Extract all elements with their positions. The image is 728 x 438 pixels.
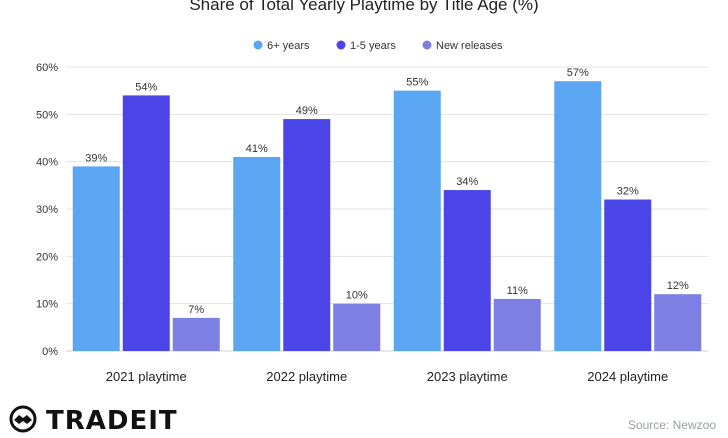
bar-new-releases: [654, 294, 702, 351]
bar-new-releases: [493, 298, 541, 351]
source-note: Source: Newzoo: [627, 418, 716, 432]
data-label: 7%: [188, 304, 204, 316]
bar-6-years: [554, 81, 602, 351]
bar-1-5-years: [604, 199, 652, 351]
gridlines: [66, 66, 708, 352]
data-label: 34%: [456, 176, 478, 188]
bar-new-releases: [333, 303, 381, 351]
bar-new-releases: [172, 317, 220, 351]
data-label: 57%: [567, 67, 589, 79]
y-tick-label: 40%: [36, 157, 58, 169]
y-axis: 0% 10% 20% 30% 40% 50% 60%: [36, 62, 58, 358]
y-tick-label: 60%: [36, 62, 58, 74]
chart-title: Share of Total Yearly Playtime by Title …: [189, 0, 538, 14]
data-label: 39%: [85, 152, 107, 164]
data-label: 49%: [296, 105, 318, 117]
y-tick-label: 0%: [42, 346, 58, 358]
legend-label: 6+ years: [267, 40, 310, 52]
legend-marker: [253, 40, 263, 50]
data-label: 11%: [507, 285, 528, 297]
legend-marker: [336, 40, 346, 50]
bar-1-5-years: [283, 119, 331, 351]
x-tick-label: 2022 playtime: [266, 369, 347, 384]
data-label: 10%: [346, 290, 368, 302]
handshake-icon: [6, 405, 40, 438]
bar-6-years: [72, 166, 120, 351]
y-tick-label: 20%: [36, 251, 58, 263]
data-label: 41%: [246, 143, 268, 155]
data-labels: 39% 54% 7% 41% 49% 10% 55% 34% 11% 57% 32% 12%: [85, 67, 689, 316]
bar-1-5-years: [443, 190, 491, 351]
y-tick-label: 50%: [36, 109, 58, 121]
brand-logo: TRADEIT: [6, 405, 178, 437]
bar-6-years: [233, 156, 281, 351]
legend: 6+ years 1-5 years New releases: [253, 40, 503, 52]
x-tick-label: 2024 playtime: [587, 369, 668, 384]
bar-6-years: [393, 90, 441, 352]
legend-marker: [422, 40, 432, 50]
data-label: 55%: [406, 77, 428, 89]
legend-label: New releases: [436, 40, 503, 52]
data-label: 54%: [135, 81, 157, 93]
data-label: 32%: [617, 186, 639, 198]
x-tick-label: 2021 playtime: [106, 369, 187, 384]
data-label: 12%: [667, 280, 689, 292]
bar-1-5-years: [122, 95, 170, 352]
x-axis: 2021 playtime 2022 playtime 2023 playtime 2…: [106, 369, 668, 384]
y-tick-label: 10%: [36, 299, 58, 311]
brand-name: TRADEIT: [46, 406, 178, 436]
bars: [72, 81, 702, 352]
x-tick-label: 2023 playtime: [427, 369, 508, 384]
legend-label: 1-5 years: [350, 40, 396, 52]
y-tick-label: 30%: [36, 204, 58, 216]
